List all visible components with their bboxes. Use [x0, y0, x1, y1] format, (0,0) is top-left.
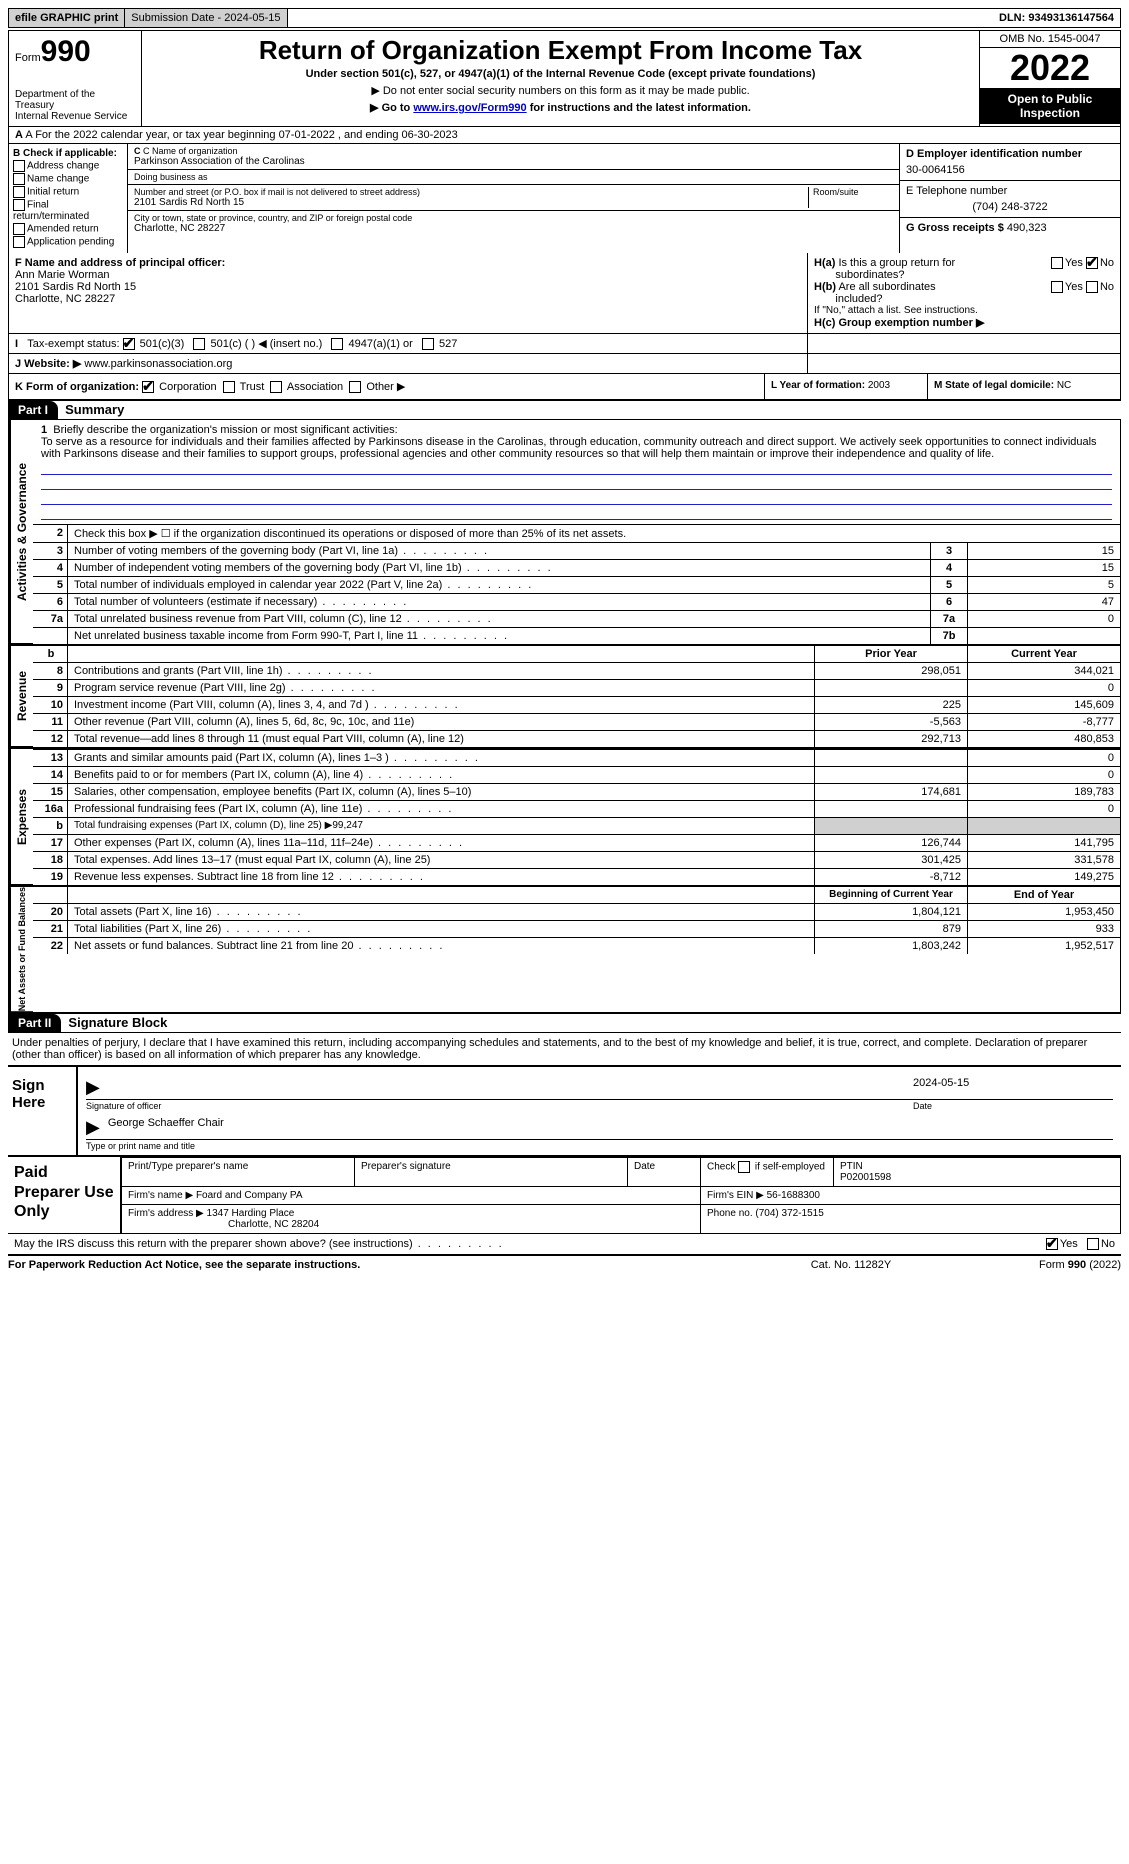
- cb-initial-return[interactable]: Initial return: [13, 186, 123, 198]
- cb-name-change[interactable]: Name change: [13, 173, 123, 185]
- cb-other[interactable]: [349, 381, 361, 393]
- name-arrow-icon: ▶: [86, 1117, 100, 1138]
- efile-label: efile GRAPHIC print: [9, 9, 125, 27]
- section-net-assets: Net Assets or Fund Balances Beginning of…: [8, 885, 1121, 1012]
- part-2-header: Part II Signature Block: [8, 1012, 1121, 1033]
- sign-date: 2024-05-15: [913, 1077, 1113, 1098]
- cb-501c[interactable]: [193, 338, 205, 350]
- firm-ein: 56-1688300: [767, 1190, 820, 1201]
- section-governance: Activities & Governance 1 Briefly descri…: [8, 420, 1121, 644]
- cb-final-return[interactable]: Final return/terminated: [13, 199, 123, 222]
- declaration-text: Under penalties of perjury, I declare th…: [8, 1033, 1121, 1065]
- gross-receipts: 490,323: [1007, 222, 1047, 234]
- form-subtitle-3: ▶ Go to www.irs.gov/Form990 for instruct…: [146, 101, 975, 114]
- governance-table: 2Check this box ▶ ☐ if the organization …: [33, 524, 1120, 644]
- firm-phone: (704) 372-1515: [755, 1208, 823, 1219]
- cb-501c3[interactable]: [123, 338, 135, 350]
- irs-link[interactable]: www.irs.gov/Form990: [413, 102, 526, 114]
- cb-527[interactable]: [422, 338, 434, 350]
- row-j-website: J Website: ▶ www.parkinsonassociation.or…: [8, 354, 1121, 374]
- org-city: Charlotte, NC 28227: [134, 223, 893, 234]
- col-h-group: H(a) Is this a group return for Yes No s…: [808, 253, 1120, 333]
- cb-amended-return[interactable]: Amended return: [13, 223, 123, 235]
- net-assets-table: Beginning of Current YearEnd of Year 20T…: [33, 887, 1120, 954]
- col-b-checkboxes: B Check if applicable: Address change Na…: [9, 144, 128, 253]
- col-f-officer: F Name and address of principal officer:…: [9, 253, 808, 333]
- block-bcd: B Check if applicable: Address change Na…: [8, 144, 1121, 253]
- expenses-table: 13Grants and similar amounts paid (Part …: [33, 749, 1120, 885]
- cb-association[interactable]: [270, 381, 282, 393]
- part-1-header: Part I Summary: [8, 401, 1121, 420]
- officer-signed-name: George Schaeffer Chair: [108, 1117, 224, 1138]
- section-expenses: Expenses 13Grants and similar amounts pa…: [8, 747, 1121, 885]
- top-bar: efile GRAPHIC print Submission Date - 20…: [8, 8, 1121, 28]
- discuss-yes[interactable]: [1046, 1238, 1058, 1250]
- mission-block: 1 Briefly describe the organization's mi…: [33, 420, 1120, 524]
- cb-application-pending[interactable]: Application pending: [13, 236, 123, 248]
- mission-text: To serve as a resource for individuals a…: [41, 436, 1097, 460]
- ptin-value: P02001598: [840, 1172, 1114, 1183]
- org-name: Parkinson Association of the Carolinas: [134, 156, 893, 167]
- form-number: Form990: [15, 35, 135, 69]
- discuss-row: May the IRS discuss this return with the…: [8, 1233, 1121, 1254]
- omb-number: OMB No. 1545-0047: [980, 31, 1120, 48]
- form-subtitle-2: ▶ Do not enter social security numbers o…: [146, 84, 975, 97]
- row-i-tax-status: I Tax-exempt status: 501(c)(3) 501(c) ( …: [8, 334, 1121, 354]
- org-address: 2101 Sardis Rd North 15: [134, 197, 808, 208]
- dln-label: DLN: 93493136147564: [993, 9, 1120, 27]
- form-title: Return of Organization Exempt From Incom…: [146, 35, 975, 66]
- cb-address-change[interactable]: Address change: [13, 160, 123, 172]
- signature-arrow-icon: ▶: [86, 1077, 100, 1098]
- dept-label: Department of the Treasury Internal Reve…: [15, 89, 135, 122]
- ein-value: 30-0064156: [906, 164, 1114, 176]
- page-footer: For Paperwork Reduction Act Notice, see …: [8, 1254, 1121, 1274]
- row-k-form-org: K Form of organization: Corporation Trus…: [8, 374, 1121, 401]
- paid-preparer-block: Paid Preparer Use Only Print/Type prepar…: [8, 1155, 1121, 1233]
- state-domicile: NC: [1057, 380, 1071, 391]
- row-a-tax-year: A A For the 2022 calendar year, or tax y…: [8, 127, 1121, 144]
- ha-yes[interactable]: [1051, 257, 1063, 269]
- sign-here-block: Sign Here ▶ 2024-05-15 Signature of offi…: [8, 1065, 1121, 1155]
- officer-name: Ann Marie Worman: [15, 269, 801, 281]
- discuss-no[interactable]: [1087, 1238, 1099, 1250]
- col-d-ein-phone: D Employer identification number 30-0064…: [899, 144, 1120, 253]
- open-to-public: Open to Public Inspection: [980, 88, 1120, 124]
- hb-yes[interactable]: [1051, 281, 1063, 293]
- form-subtitle-1: Under section 501(c), 527, or 4947(a)(1)…: [146, 68, 975, 80]
- form-header: Form990 Department of the Treasury Inter…: [8, 30, 1121, 127]
- col-c-org-info: C C Name of organization Parkinson Assoc…: [128, 144, 899, 253]
- tax-year: 2022: [980, 48, 1120, 88]
- phone-value: (704) 248-3722: [906, 201, 1114, 213]
- submission-date: Submission Date - 2024-05-15: [125, 9, 287, 27]
- firm-name: Foard and Company PA: [196, 1190, 303, 1201]
- firm-addr2: Charlotte, NC 28204: [228, 1219, 319, 1230]
- hb-no[interactable]: [1086, 281, 1098, 293]
- cb-self-employed[interactable]: [738, 1161, 750, 1173]
- firm-addr1: 1347 Harding Place: [207, 1208, 295, 1219]
- section-revenue: Revenue bPrior YearCurrent Year 8Contrib…: [8, 644, 1121, 747]
- ha-no[interactable]: [1086, 257, 1098, 269]
- cb-corporation[interactable]: [142, 381, 154, 393]
- website-value: www.parkinsonassociation.org: [84, 358, 232, 370]
- year-formation: 2003: [868, 380, 890, 391]
- block-fh: F Name and address of principal officer:…: [8, 253, 1121, 334]
- preparer-table: Print/Type preparer's name Preparer's si…: [121, 1157, 1121, 1233]
- revenue-table: bPrior YearCurrent Year 8Contributions a…: [33, 646, 1120, 747]
- cb-4947[interactable]: [331, 338, 343, 350]
- cb-trust[interactable]: [223, 381, 235, 393]
